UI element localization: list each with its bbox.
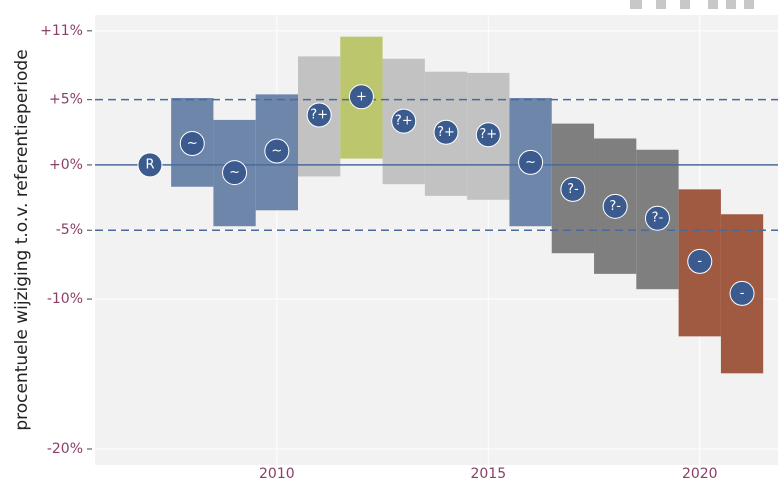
marker-label: +: [356, 89, 367, 104]
marker-label: -: [740, 286, 745, 301]
marker-label: ~: [187, 136, 198, 151]
zoom-icon[interactable]: [656, 0, 666, 9]
pan-icon[interactable]: [680, 0, 690, 9]
x-tick-label: 2020: [682, 466, 718, 482]
estimate-marker: [433, 119, 459, 145]
estimate-marker: [306, 102, 332, 128]
estimate-marker: [475, 122, 501, 148]
estimate-marker: [222, 160, 248, 186]
estimate-marker: [518, 149, 544, 175]
y-tick-label: -10%: [47, 291, 83, 307]
estimate-marker: [348, 84, 374, 110]
marker-label: ?+: [437, 125, 455, 140]
estimate-marker: [687, 248, 713, 274]
estimate-marker: [264, 138, 290, 164]
x-tick-label: 2010: [259, 466, 295, 482]
zoom-in-icon[interactable]: [708, 0, 718, 9]
marker-label: ?-: [652, 211, 664, 226]
estimate-marker: [179, 130, 205, 156]
estimate-marker: [729, 280, 755, 306]
marker-label: ?-: [567, 182, 579, 197]
marker-label: ~: [229, 165, 240, 180]
y-tick-label: -20%: [47, 441, 83, 457]
y-tick-label: -5%: [56, 222, 83, 238]
marker-label: ~: [271, 144, 282, 159]
toolbar: [630, 0, 754, 9]
autoscale-icon[interactable]: [744, 0, 754, 9]
zoom-out-icon[interactable]: [726, 0, 736, 9]
y-tick-label: +11%: [40, 23, 83, 39]
marker-label: ?-: [609, 199, 621, 214]
y-axis-title: procentuele wijziging t.o.v. referentiep…: [12, 49, 32, 430]
marker-label: -: [697, 254, 702, 269]
x-tick-label: 2015: [470, 466, 506, 482]
estimate-marker: [391, 108, 417, 134]
y-tick-label: +0%: [49, 157, 83, 173]
marker-label: R: [145, 157, 154, 172]
y-tick-label: +5%: [49, 92, 83, 108]
estimate-marker: [602, 193, 628, 219]
marker-label: ?+: [310, 108, 328, 123]
estimate-marker: [644, 205, 670, 231]
marker-label: ?+: [395, 114, 413, 129]
estimate-marker: [137, 152, 163, 178]
camera-icon[interactable]: [630, 0, 642, 9]
marker-label: ~: [525, 155, 536, 170]
marker-label: ?+: [479, 127, 497, 142]
estimate-marker: [560, 176, 586, 202]
